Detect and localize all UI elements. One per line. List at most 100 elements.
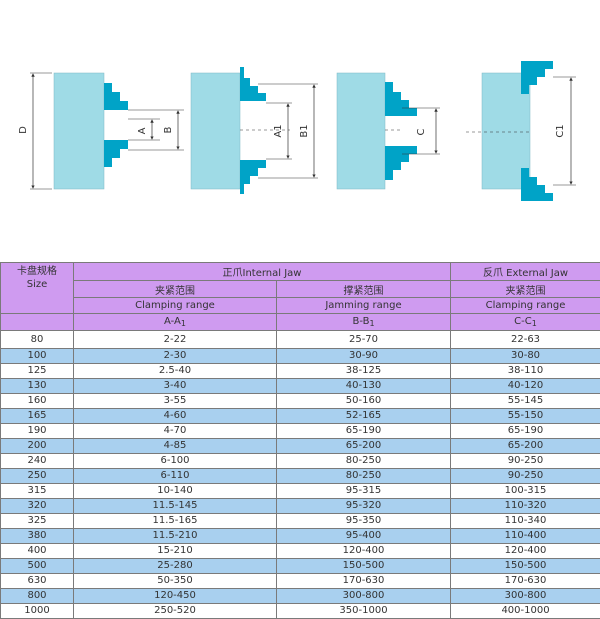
- cell-a: 11.5-210: [74, 529, 277, 544]
- cell-size: 630: [1, 574, 74, 589]
- cell-c: 90-250: [451, 469, 600, 484]
- jaw-upper: [521, 61, 553, 94]
- cell-size: 160: [1, 394, 74, 409]
- cell-b: 52-165: [277, 409, 451, 424]
- cell-c: 110-400: [451, 529, 600, 544]
- col-a-header: A-A1: [74, 314, 277, 331]
- cell-b: 50-160: [277, 394, 451, 409]
- cell-size: 165: [1, 409, 74, 424]
- chuck-body: [337, 73, 385, 189]
- figure-internal-clamping: D A B: [18, 73, 184, 189]
- cell-c: 40-120: [451, 379, 600, 394]
- cell-a: 2-22: [74, 331, 277, 349]
- clamping-range-table: 卡盘规格 Size 正爪Internal Jaw 反爪 External Jaw…: [0, 262, 600, 619]
- cell-size: 1000: [1, 604, 74, 619]
- cell-size: 200: [1, 439, 74, 454]
- cell-size: 80: [1, 331, 74, 349]
- cell-a: 6-100: [74, 454, 277, 469]
- cell-a: 2.5-40: [74, 364, 277, 379]
- cell-b: 170-630: [277, 574, 451, 589]
- cell-c: 100-315: [451, 484, 600, 499]
- cell-a: 4-60: [74, 409, 277, 424]
- external-clamping-header-en: Clamping range: [451, 298, 600, 314]
- cell-a: 250-520: [74, 604, 277, 619]
- label-a1: A1: [273, 124, 284, 137]
- size-column-header: 卡盘规格 Size: [1, 263, 74, 314]
- jaw-upper: [385, 82, 417, 116]
- label-b1: B1: [299, 124, 310, 137]
- cell-c: 400-1000: [451, 604, 600, 619]
- cell-size: 500: [1, 559, 74, 574]
- cell-c: 22-63: [451, 331, 600, 349]
- label-c: C: [416, 128, 427, 135]
- jaw-lower: [521, 168, 553, 201]
- cell-a: 3-40: [74, 379, 277, 394]
- cell-size: 130: [1, 379, 74, 394]
- cell-c: 55-150: [451, 409, 600, 424]
- chuck-body: [191, 73, 240, 189]
- cell-a: 4-70: [74, 424, 277, 439]
- cell-size: 250: [1, 469, 74, 484]
- external-jaw-header: 反爪 External Jaw: [451, 263, 600, 281]
- cell-b: 95-320: [277, 499, 451, 514]
- cell-b: 30-90: [277, 349, 451, 364]
- jaw-upper: [104, 83, 128, 110]
- jaw-lower: [240, 160, 266, 194]
- cell-a: 11.5-165: [74, 514, 277, 529]
- cell-size: 125: [1, 364, 74, 379]
- cell-b: 95-315: [277, 484, 451, 499]
- cell-c: 120-400: [451, 544, 600, 559]
- cell-size: 240: [1, 454, 74, 469]
- cell-a: 3-55: [74, 394, 277, 409]
- cell-a: 11.5-145: [74, 499, 277, 514]
- jaw-lower: [104, 140, 128, 167]
- cell-c: 55-145: [451, 394, 600, 409]
- chuck-dimension-diagram: D A B A1 B1 C: [0, 0, 600, 262]
- cell-b: 120-400: [277, 544, 451, 559]
- figure-external-jaw: C1: [466, 61, 576, 201]
- jamming-header-en: Jamming range: [277, 298, 451, 314]
- cell-c: 110-340: [451, 514, 600, 529]
- label-b: B: [163, 126, 174, 133]
- cell-a: 4-85: [74, 439, 277, 454]
- cell-c: 65-200: [451, 439, 600, 454]
- cell-c: 38-110: [451, 364, 600, 379]
- cell-c: 110-320: [451, 499, 600, 514]
- cell-b: 65-190: [277, 424, 451, 439]
- figure-jamming: C: [337, 73, 440, 189]
- cell-c: 65-190: [451, 424, 600, 439]
- internal-jaw-header: 正爪Internal Jaw: [74, 263, 451, 281]
- cell-a: 15-210: [74, 544, 277, 559]
- clamping-header-cn: 夹紧范围: [74, 281, 277, 298]
- size-header-cn: 卡盘规格: [1, 265, 73, 278]
- cell-size: 100: [1, 349, 74, 364]
- col-c-header: C-C1: [451, 314, 600, 331]
- size-subheader-blank: [1, 314, 74, 331]
- external-clamping-header-cn: 夹紧范围: [451, 281, 600, 298]
- jaw-lower: [385, 146, 417, 180]
- label-a: A: [137, 127, 148, 134]
- cell-b: 350-1000: [277, 604, 451, 619]
- cell-a: 6-110: [74, 469, 277, 484]
- cell-b: 38-125: [277, 364, 451, 379]
- cell-size: 325: [1, 514, 74, 529]
- cell-b: 25-70: [277, 331, 451, 349]
